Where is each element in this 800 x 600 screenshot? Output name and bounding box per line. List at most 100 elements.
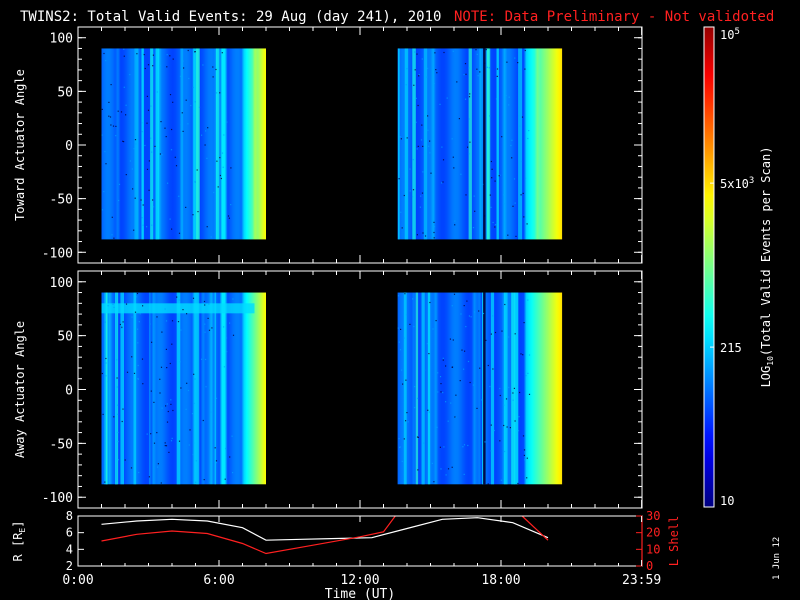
- heatmap-speckle: [170, 149, 173, 151]
- figure-note: NOTE: Data Preliminary - Not validoted: [454, 9, 774, 25]
- heatmap-speckle: [476, 53, 478, 55]
- heatmap-speckle: [440, 383, 442, 385]
- heatmap-speckle: [492, 221, 494, 224]
- y-tick-label: 100: [50, 276, 73, 291]
- heatmap-speckle: [505, 398, 508, 400]
- heatmap-speckle: [449, 338, 451, 340]
- heatmap-speckle: [450, 402, 452, 404]
- heatmap-speckle: [503, 424, 505, 427]
- heatmap-streak: [504, 292, 508, 485]
- heatmap-speckle: [214, 447, 216, 449]
- heatmap-speckle: [467, 444, 469, 447]
- heatmap-speckle: [149, 323, 151, 325]
- heatmap-speckle: [180, 329, 182, 331]
- y-tick-label: 0: [65, 384, 73, 399]
- heatmap-speckle: [217, 186, 219, 188]
- heatmap-speckle: [193, 402, 195, 404]
- heatmap-speckle: [133, 148, 135, 150]
- heatmap-speckle: [498, 175, 500, 177]
- heatmap-speckle: [102, 413, 104, 415]
- heatmap-speckle: [526, 457, 528, 459]
- heatmap-speckle: [402, 383, 404, 385]
- heatmap-speckle: [125, 303, 128, 305]
- y-tick-label: -100: [42, 246, 73, 261]
- heatmap-speckle: [170, 399, 172, 401]
- heatmap-speckle: [116, 377, 118, 379]
- heatmap-speckle: [206, 226, 208, 228]
- heatmap-speckle: [138, 321, 140, 323]
- heatmap-speckle: [208, 303, 210, 305]
- heatmap-speckle: [528, 393, 531, 395]
- heatmap-speckle: [437, 372, 439, 374]
- heatmap-speckle: [414, 51, 416, 53]
- y-tick-label: -50: [50, 193, 73, 208]
- heatmap-speckle: [510, 144, 512, 147]
- y-axis-label: Away Actuator Angle: [13, 321, 27, 458]
- heatmap-speckle: [469, 141, 471, 143]
- heatmap-speckle: [148, 189, 150, 191]
- lshell-line: [101, 515, 396, 555]
- heatmap-speckle: [506, 426, 508, 428]
- heatmap-speckle: [517, 482, 519, 485]
- heatmap-speckle: [124, 459, 126, 461]
- heatmap-speckle: [464, 350, 466, 352]
- heatmap-speckle: [232, 334, 235, 336]
- heatmap-speckle: [165, 445, 168, 447]
- heatmap-speckle: [177, 321, 180, 323]
- heatmap-speckle: [159, 378, 161, 380]
- heatmap-speckle: [421, 124, 423, 126]
- heatmap-speckle: [468, 153, 470, 155]
- heatmap-streak: [423, 48, 428, 240]
- heatmap-speckle: [169, 362, 171, 365]
- heatmap-speckle: [422, 171, 424, 173]
- heatmap-speckle: [463, 473, 465, 475]
- heatmap-speckle: [428, 353, 430, 355]
- heatmap-speckle: [503, 404, 505, 406]
- heatmap-speckle: [219, 92, 221, 94]
- heatmap-speckle: [509, 427, 511, 429]
- heatmap-speckle: [416, 53, 418, 55]
- heatmap-speckle: [521, 116, 524, 118]
- heatmap-speckle: [411, 196, 414, 198]
- heatmap-speckle: [206, 157, 208, 159]
- heatmap-speckle: [166, 403, 168, 405]
- heatmap-speckle: [159, 153, 161, 155]
- heatmap-streak: [481, 292, 484, 485]
- y-tick-label: 50: [57, 85, 73, 100]
- heatmap-speckle: [487, 364, 489, 367]
- heatmap-speckle: [442, 392, 444, 394]
- heatmap-speckle: [192, 297, 195, 299]
- heatmap-speckle: [473, 311, 476, 313]
- heatmap-speckle: [167, 182, 169, 184]
- heatmap-speckle: [111, 216, 113, 218]
- heatmap-speckle: [472, 227, 475, 229]
- heatmap-speckle: [526, 223, 528, 225]
- heatmap-speckle: [201, 358, 203, 360]
- lshell-line: [521, 515, 549, 541]
- heatmap-speckle: [427, 67, 429, 69]
- heatmap-speckle: [193, 442, 195, 444]
- heatmap-speckle: [121, 420, 123, 423]
- heatmap-speckle: [451, 138, 453, 140]
- heatmap-speckle: [113, 237, 115, 239]
- y-right-tick-label: 20: [646, 526, 660, 540]
- heatmap-speckle: [201, 134, 203, 136]
- heatmap-speckle: [494, 180, 496, 182]
- heatmap-speckle: [417, 397, 419, 399]
- heatmap-speckle: [482, 183, 484, 185]
- heatmap-speckle: [465, 326, 467, 328]
- heatmap-streak: [115, 292, 118, 485]
- y-left-label: R [RE]: [11, 521, 27, 562]
- heatmap-speckle: [398, 438, 400, 440]
- colorbar-tick-label: 215: [720, 341, 742, 355]
- heatmap-speckle: [141, 217, 143, 219]
- heatmap-speckle: [447, 468, 450, 470]
- heatmap-speckle: [455, 416, 457, 418]
- heatmap-speckle: [109, 116, 112, 118]
- heatmap-speckle: [467, 146, 469, 148]
- heatmap-speckle: [443, 446, 445, 448]
- heatmap-speckle: [523, 449, 526, 451]
- heatmap-speckle: [109, 298, 111, 300]
- heatmap-speckle: [142, 224, 144, 226]
- heatmap-speckle: [135, 143, 137, 145]
